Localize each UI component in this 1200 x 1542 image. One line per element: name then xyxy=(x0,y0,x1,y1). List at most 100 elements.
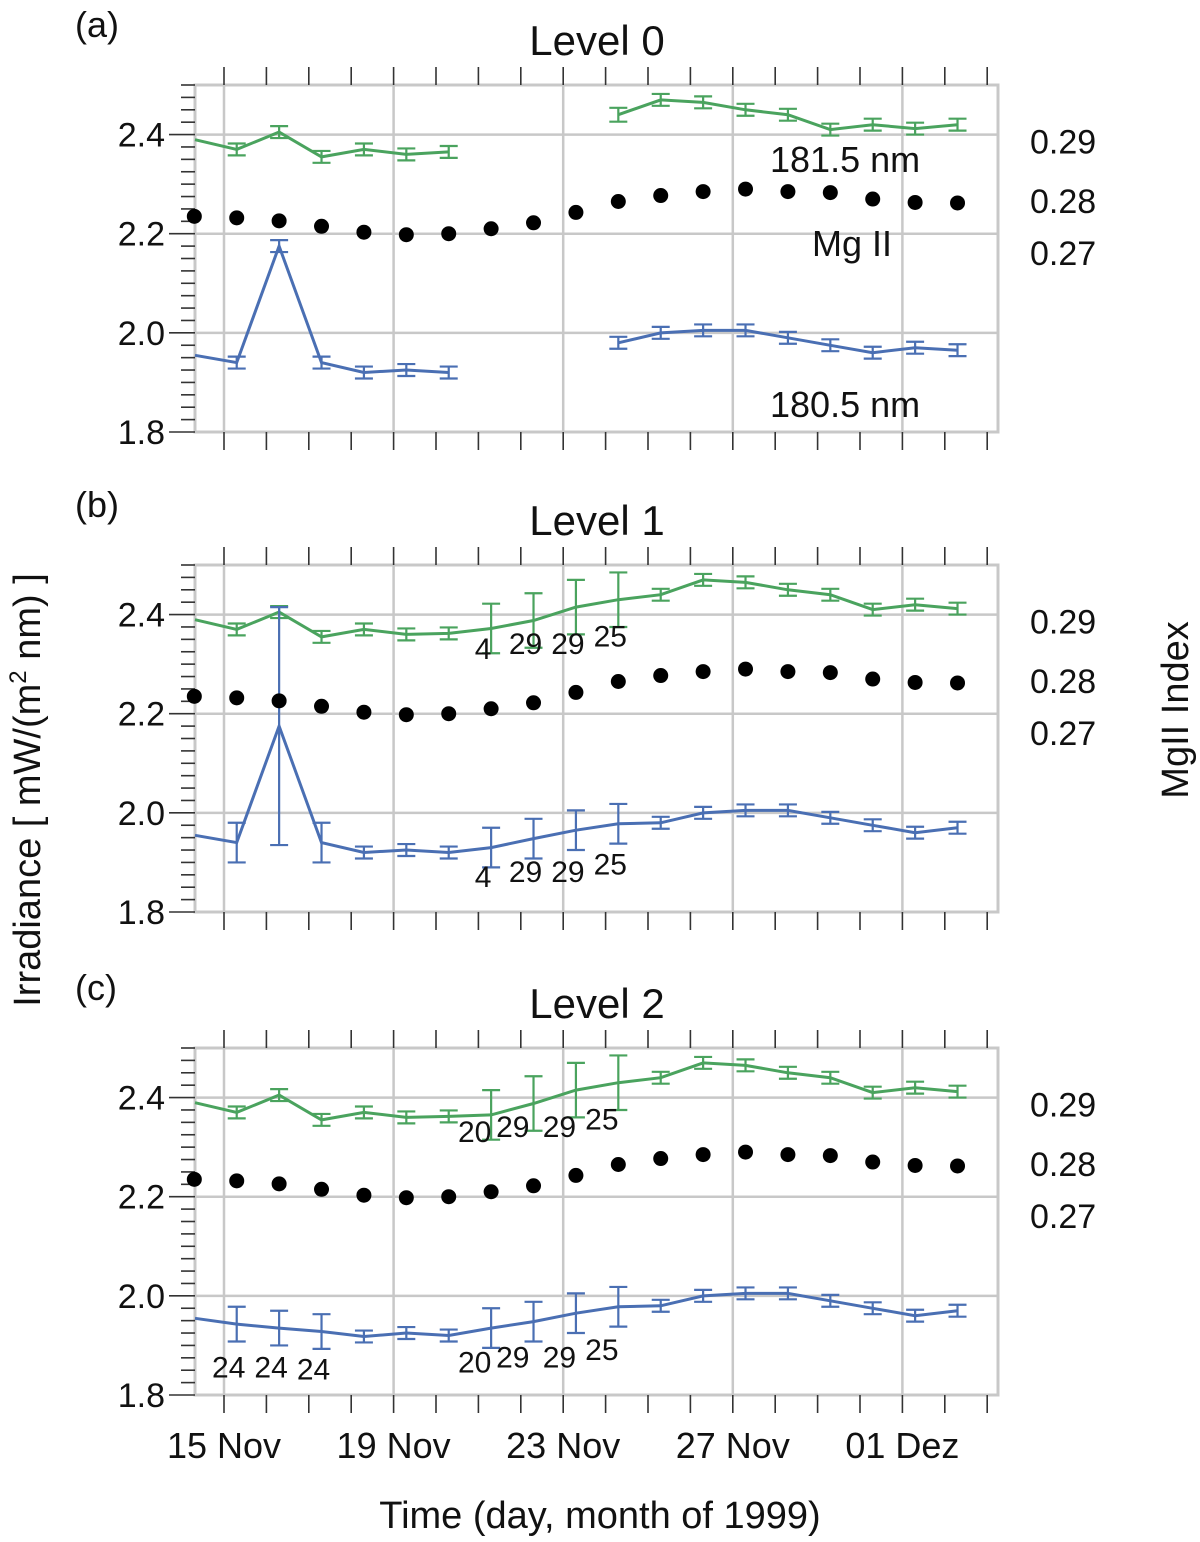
count-label: 25 xyxy=(585,1334,618,1367)
mgii-point xyxy=(441,1189,457,1205)
count-label: 29 xyxy=(551,628,584,661)
x-tick-labels: 15 Nov 19 Nov 23 Nov 27 Nov 01 Dez xyxy=(167,1425,959,1466)
mgii-point xyxy=(314,1181,330,1197)
mgii-point xyxy=(950,1158,966,1174)
mgii-point xyxy=(398,227,414,243)
mgii-point xyxy=(865,671,881,687)
mgii-point xyxy=(314,218,330,234)
y-tick-label: 2.4 xyxy=(118,597,165,635)
count-label: 29 xyxy=(509,628,542,661)
count-label: 29 xyxy=(543,1341,576,1374)
mgii-point xyxy=(653,668,669,684)
mgii-point xyxy=(356,1187,372,1203)
mgii-point xyxy=(229,210,245,226)
y-tick-label: 2.2 xyxy=(118,696,165,734)
panel-label: (b) xyxy=(75,484,119,525)
panel-title: Level 2 xyxy=(529,980,664,1027)
x-tick-label: 15 Nov xyxy=(167,1425,281,1466)
y-tick-label: 2.2 xyxy=(118,216,165,254)
mgii-point xyxy=(610,673,626,689)
right-tick-label: 0.29 xyxy=(1030,604,1096,642)
mgii-point xyxy=(229,690,245,706)
count-label: 24 xyxy=(297,1354,330,1387)
mgii-point xyxy=(526,1178,542,1194)
panel-label: (c) xyxy=(75,967,117,1008)
right-tick-label: 0.27 xyxy=(1030,715,1096,753)
mgii-point xyxy=(271,1176,287,1192)
y2-axis-label-group: MgII Index xyxy=(1155,621,1197,798)
right-tick-label: 0.29 xyxy=(1030,124,1096,162)
y-axis-label-tail: nm) ] xyxy=(7,573,49,670)
mgii-point xyxy=(738,661,754,677)
mgii-point xyxy=(271,693,287,709)
mgii-point xyxy=(526,695,542,711)
mgii-point xyxy=(822,665,838,681)
y-tick-label: 1.8 xyxy=(118,894,165,932)
mgii-point xyxy=(568,204,584,220)
panel-title: Level 1 xyxy=(529,497,664,544)
panel-3: 1.82.02.22.4 0.290.280.27(c) Level 220 29 29… xyxy=(75,967,1096,1415)
mgii-point xyxy=(271,213,287,229)
count-label: 29 xyxy=(543,1111,576,1144)
annotation-181-5nm: 181.5 nm xyxy=(770,139,920,180)
mgii-point xyxy=(780,1147,796,1163)
x-tick-label: 01 Dez xyxy=(845,1425,959,1466)
mgii-point xyxy=(950,195,966,211)
mgii-point xyxy=(780,664,796,680)
count-label: 4 xyxy=(475,633,492,666)
count-label: 4 xyxy=(475,861,492,894)
right-tick-label: 0.28 xyxy=(1030,663,1096,701)
mgii-point xyxy=(314,698,330,714)
mgii-point xyxy=(441,226,457,242)
count-label: 20 xyxy=(458,1116,491,1149)
y-axis-label: Irradiance [ mW/(m2 nm) ] xyxy=(5,573,49,1007)
mgii-point xyxy=(865,1154,881,1170)
right-tick-label: 0.27 xyxy=(1030,235,1096,273)
mgii-point xyxy=(610,1156,626,1172)
mgii-point xyxy=(950,675,966,691)
count-label: 24 xyxy=(212,1351,245,1384)
panel-label: (a) xyxy=(75,4,119,45)
mgii-point xyxy=(568,1167,584,1183)
mgii-point xyxy=(822,185,838,201)
series-line-blue xyxy=(194,241,449,375)
y-tick-label: 2.2 xyxy=(118,1179,165,1217)
mgii-point xyxy=(738,1144,754,1160)
y-tick-label: 2.0 xyxy=(118,795,165,833)
y-tick-label: 1.8 xyxy=(118,414,165,452)
mgii-point xyxy=(610,193,626,209)
y-tick-label: 2.0 xyxy=(118,1278,165,1316)
y-axis-label-superscript: 2 xyxy=(5,670,32,683)
count-label: 24 xyxy=(254,1351,287,1384)
count-label: 29 xyxy=(551,856,584,889)
mgii-point xyxy=(907,1157,923,1173)
mgii-point xyxy=(398,707,414,723)
right-tick-label: 0.27 xyxy=(1030,1198,1096,1236)
mgii-point xyxy=(186,208,202,224)
mgii-point xyxy=(483,1184,499,1200)
panel-title: Level 0 xyxy=(529,17,664,64)
mgii-point xyxy=(483,701,499,717)
mgii-point xyxy=(568,684,584,700)
mgii-point xyxy=(398,1190,414,1206)
mgii-point xyxy=(356,704,372,720)
mgii-point xyxy=(653,188,669,204)
mgii-point xyxy=(186,688,202,704)
count-label: 25 xyxy=(594,848,627,881)
y-tick-label: 1.8 xyxy=(118,1377,165,1415)
mgii-point xyxy=(229,1173,245,1189)
mgii-point xyxy=(865,191,881,207)
y-tick-label: 2.4 xyxy=(118,1080,165,1118)
y-tick-label: 2.4 xyxy=(118,117,165,155)
x-axis-label: Time (day, month of 1999) xyxy=(379,1495,820,1537)
panel-1: 1.8 2.0 2.2 2.4 0.29 0.28 0.27 (a) Level 0 181.5 … xyxy=(75,4,1096,452)
annotation-180-5nm: 180.5 nm xyxy=(770,384,920,425)
count-label: 25 xyxy=(585,1103,618,1136)
panels: 1.8 2.0 2.2 2.4 0.29 0.28 0.27 (a) Level 0 181.5 … xyxy=(75,4,1096,1415)
mgii-point xyxy=(483,221,499,237)
y-axis-label-main: Irradiance [ mW/(m xyxy=(7,684,49,1007)
mgii-point xyxy=(526,215,542,231)
mgii-point xyxy=(738,181,754,197)
mgii-point xyxy=(780,184,796,200)
x-tick-label: 23 Nov xyxy=(506,1425,620,1466)
